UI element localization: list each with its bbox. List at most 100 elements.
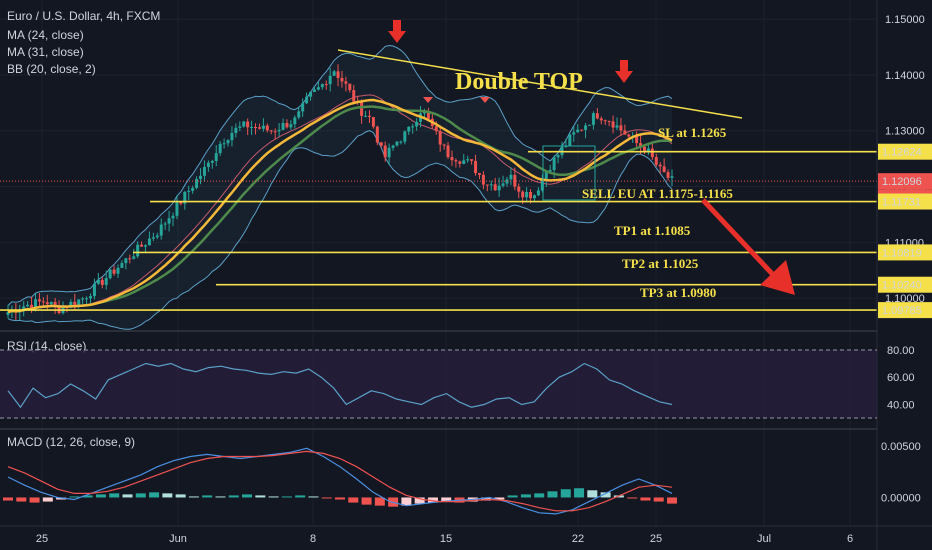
price-tick: 1.14000 <box>885 70 925 82</box>
chart-title: Euro / U.S. Dollar, 4h, FXCM <box>7 9 160 23</box>
candle <box>100 279 104 285</box>
candle <box>344 81 348 84</box>
price-tag <box>878 302 932 319</box>
candle <box>552 157 556 171</box>
bollinger-lower <box>7 130 673 330</box>
trend-line[interactable] <box>337 49 743 119</box>
candle <box>6 312 10 315</box>
macd-bar <box>494 497 505 500</box>
candle <box>477 173 481 175</box>
macd-bar <box>653 497 664 502</box>
candle <box>642 146 646 153</box>
candle <box>96 279 100 284</box>
candle <box>45 302 49 305</box>
macd-bar <box>361 497 372 505</box>
price-tick: 1.13000 <box>885 126 925 138</box>
candle <box>513 174 517 187</box>
ma31-legend[interactable]: MA (31, close) <box>7 45 84 59</box>
candle <box>415 121 419 127</box>
candle <box>529 191 533 199</box>
candle <box>254 127 258 129</box>
candle <box>595 113 599 119</box>
candle <box>544 171 548 179</box>
macd-legend[interactable]: MACD (12, 26, close, 9) <box>7 435 135 449</box>
macd-bar <box>95 494 106 498</box>
range-box <box>542 145 596 201</box>
macd-bar <box>268 496 279 498</box>
candle <box>309 91 313 97</box>
candle <box>179 202 183 204</box>
candle <box>662 166 666 173</box>
candle <box>89 296 93 299</box>
candle <box>301 103 305 112</box>
candle <box>191 187 195 191</box>
bb-legend[interactable]: BB (20, close, 2) <box>7 62 96 76</box>
candle <box>654 157 658 165</box>
candle <box>407 126 411 132</box>
candle <box>187 190 191 192</box>
sl-label: SL at 1.1265 <box>658 125 727 140</box>
macd-bar <box>321 497 332 499</box>
candle <box>379 142 383 146</box>
candle <box>371 117 375 127</box>
macd-bar <box>188 496 199 498</box>
time-tick: 8 <box>310 533 316 545</box>
candle <box>348 83 352 91</box>
macd-bar <box>42 497 53 502</box>
candle <box>202 166 206 176</box>
candle <box>108 269 112 279</box>
macd-bar <box>534 493 545 498</box>
candle <box>446 145 450 158</box>
rsi-band <box>0 350 877 418</box>
candle <box>434 126 438 132</box>
candle <box>250 127 254 129</box>
candle <box>493 184 497 191</box>
candle <box>269 130 273 132</box>
candle <box>619 125 623 131</box>
candle <box>242 121 246 127</box>
candle <box>572 132 576 135</box>
candle <box>316 87 320 90</box>
candle <box>548 170 552 172</box>
candle <box>289 124 293 128</box>
macd-bar <box>162 493 173 498</box>
candle <box>470 159 474 161</box>
candle <box>273 131 277 133</box>
macd-bar <box>574 488 585 498</box>
price-tags: 1.126241.1209601:24:551.117311.108191.10… <box>878 143 932 319</box>
macd-bar <box>507 495 518 498</box>
candle <box>30 304 34 309</box>
candle <box>603 120 607 122</box>
candle <box>104 278 108 285</box>
candle <box>509 174 513 180</box>
ma24-legend[interactable]: MA (24, close) <box>7 28 84 42</box>
candle <box>607 120 611 122</box>
macd-bar <box>149 492 160 498</box>
macd-bar <box>295 495 306 498</box>
rsi-tick: 40.00 <box>887 400 915 412</box>
price-tag-label: 1.12096 <box>882 176 922 188</box>
macd-series <box>3 447 677 515</box>
time-axis[interactable]: 25 Jun 8 15 22 25 Jul 6 <box>36 533 853 545</box>
candle <box>639 143 643 147</box>
macd-bar <box>667 497 677 504</box>
candle <box>73 301 77 306</box>
candle <box>234 127 238 134</box>
candle <box>116 267 120 274</box>
marker-icon <box>423 97 433 103</box>
candle <box>151 237 155 239</box>
macd-line <box>7 447 673 515</box>
candle <box>112 269 116 274</box>
candle <box>69 301 73 308</box>
macd-bar <box>255 495 266 498</box>
macd-bar <box>3 497 13 501</box>
candle <box>281 122 285 130</box>
candle <box>136 244 140 257</box>
candle <box>387 147 391 158</box>
macd-tick: 0.00500 <box>881 441 921 453</box>
candle <box>144 245 148 247</box>
candle <box>246 121 250 128</box>
candle <box>305 96 309 104</box>
macd-bar <box>335 497 345 500</box>
